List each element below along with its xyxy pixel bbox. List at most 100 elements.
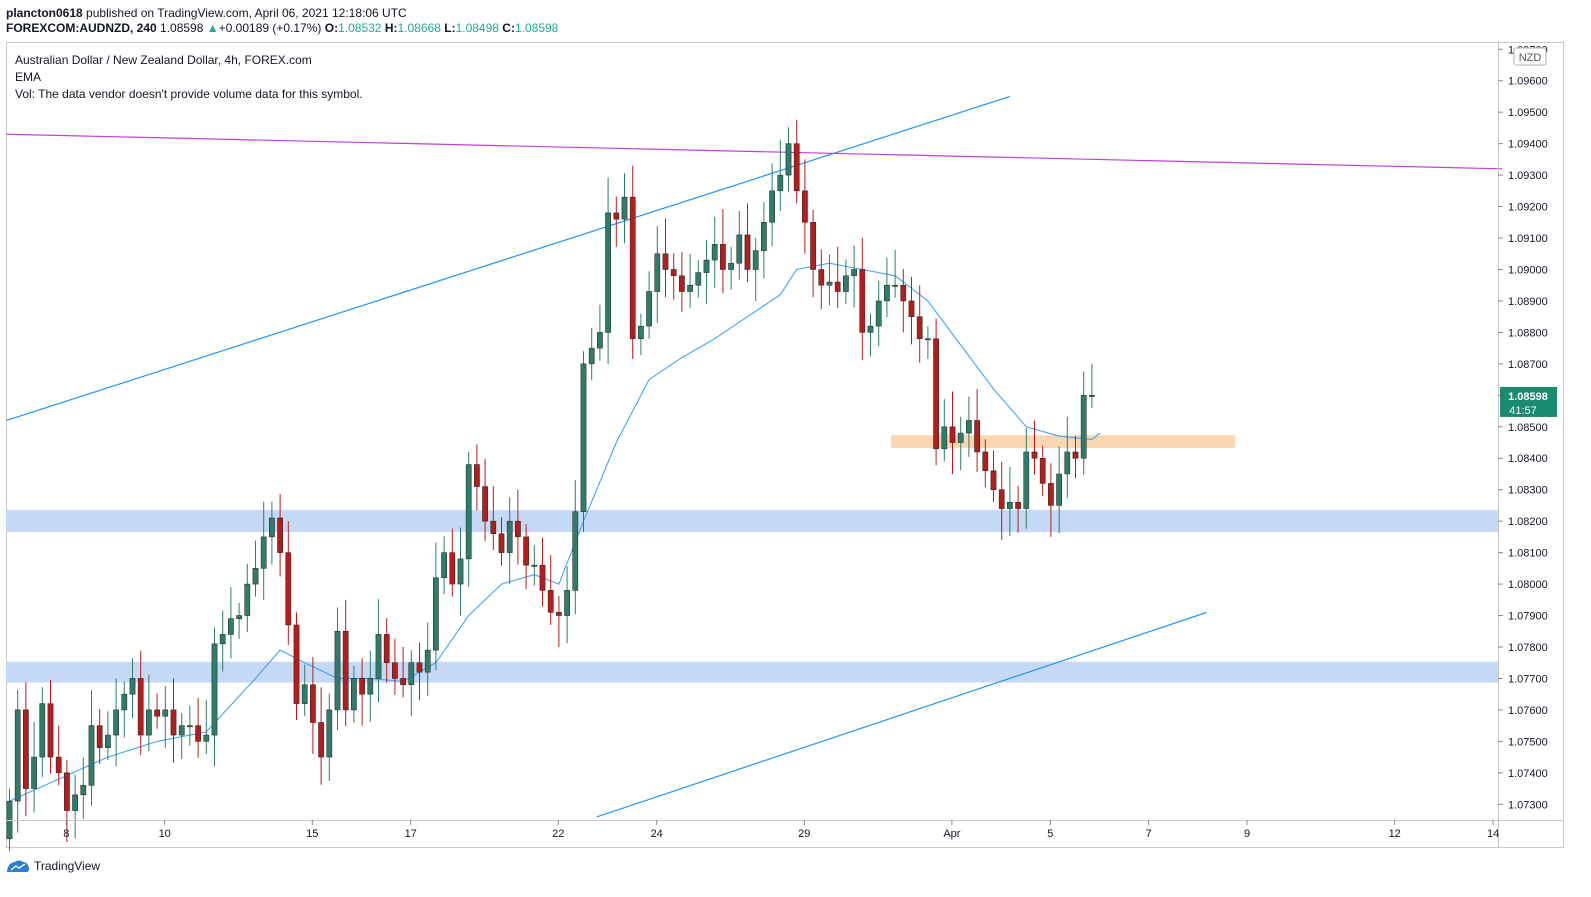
- zones-layer: [6, 435, 1498, 683]
- candle-body: [342, 631, 349, 711]
- resistance-line: [6, 133, 1502, 170]
- candle-body: [679, 275, 685, 292]
- candle-body: [761, 222, 767, 251]
- time-tick-label: 8: [63, 828, 69, 840]
- candle-body: [769, 190, 775, 223]
- candle-body: [351, 678, 357, 711]
- candle-body: [113, 709, 119, 736]
- candle-body: [236, 615, 242, 619]
- candle-body: [96, 725, 103, 748]
- time-tick-label: 5: [1047, 828, 1053, 840]
- candle-body: [818, 269, 825, 286]
- price-tick-label: 1.07600: [1508, 705, 1548, 717]
- brand-name: TradingView: [34, 859, 101, 873]
- price-tick-label: 1.08800: [1508, 327, 1548, 339]
- candle-body: [720, 244, 726, 270]
- candle-body: [613, 212, 620, 220]
- low-value: 1.08498: [455, 21, 499, 35]
- price-tick-label: 1.08400: [1508, 453, 1548, 465]
- candle-body: [490, 520, 497, 534]
- candle-body: [966, 420, 972, 434]
- candle-body: [843, 275, 849, 292]
- candle-body: [433, 577, 439, 651]
- candle-body: [1015, 502, 1021, 509]
- chart-legend: Australian Dollar / New Zealand Dollar, …: [15, 52, 363, 103]
- candle-body: [88, 725, 95, 786]
- candle-body: [1072, 451, 1079, 459]
- candle-body: [998, 489, 1005, 509]
- legend-ema[interactable]: EMA: [15, 70, 42, 84]
- time-tick-label: 22: [552, 828, 564, 840]
- candlestick-chart[interactable]: 1.07300 1.07400 1.07500 1.07600 1.07700 1.078…: [0, 0, 1591, 860]
- candle-body: [1080, 395, 1087, 459]
- open-label: O:: [324, 21, 339, 35]
- candle-body: [1023, 451, 1030, 509]
- candle-body: [178, 725, 185, 736]
- candle-body: [31, 756, 37, 789]
- candle-body: [793, 143, 800, 192]
- price-tick-label: 1.08900: [1508, 296, 1548, 308]
- candle-body: [260, 536, 267, 569]
- candle-body: [826, 281, 833, 286]
- candle-body: [711, 244, 718, 261]
- time-tick-label: 17: [405, 828, 417, 840]
- candle-body: [597, 332, 603, 349]
- time-tick-label: 7: [1146, 828, 1152, 840]
- time-tick-label: 29: [798, 828, 810, 840]
- price-tick-label: 1.09600: [1508, 76, 1548, 88]
- candle-body: [736, 234, 743, 264]
- candle-body: [1064, 451, 1071, 475]
- currency-badge: [1513, 47, 1547, 66]
- candle-body: [564, 590, 570, 616]
- candle-body: [383, 634, 390, 663]
- candle-body: [867, 325, 874, 333]
- candle-body: [531, 564, 538, 567]
- footer-brand[interactable]: TradingView: [6, 856, 100, 876]
- time-tick-label: 10: [159, 828, 171, 840]
- candle-body: [703, 259, 710, 273]
- price-tick-label: 1.09100: [1508, 233, 1548, 245]
- candle-body: [941, 426, 948, 450]
- candle-body: [1031, 451, 1038, 459]
- candle-body: [744, 234, 751, 270]
- candle-body: [539, 564, 546, 591]
- candle-body: [588, 347, 595, 365]
- candle-body: [482, 486, 488, 522]
- price-tick-label: 1.08200: [1508, 516, 1548, 528]
- candle-body: [810, 222, 816, 270]
- candle-body: [424, 649, 431, 673]
- candle-body: [851, 269, 857, 277]
- candle-body: [515, 520, 521, 538]
- candle-body: [802, 190, 808, 223]
- legend-title[interactable]: Australian Dollar / New Zealand Dollar, …: [15, 53, 312, 67]
- candle-body: [506, 520, 513, 553]
- candle-body: [654, 253, 661, 292]
- candle-body: [285, 552, 292, 626]
- bar-countdown-label: 41:57: [1509, 405, 1537, 417]
- candle-body: [408, 662, 415, 685]
- candle-body: [39, 703, 46, 758]
- tradingview-logo-icon: [7, 860, 29, 872]
- support-zone-upper: [6, 510, 1498, 533]
- candle-body: [1089, 395, 1095, 397]
- candle-body: [785, 143, 792, 176]
- candle-body: [137, 678, 144, 736]
- ohlc-line: FOREXCOM:AUDNZD, 240 1.08598 ▲+0.00189 (…: [6, 21, 558, 36]
- time-tick-label: 12: [1389, 828, 1401, 840]
- candle-body: [662, 253, 669, 270]
- legend-volume-note[interactable]: Vol: The data vendor doesn't provide vol…: [15, 87, 363, 101]
- candle-body: [982, 451, 989, 472]
- candle-body: [47, 703, 54, 758]
- candle-body: [228, 618, 234, 635]
- candle-body: [884, 284, 890, 302]
- price-tick-label: 1.09500: [1508, 107, 1548, 119]
- open-value: 1.08532: [338, 21, 382, 35]
- publisher-name[interactable]: plancton0618: [6, 6, 83, 20]
- price-axis: 1.07300 1.07400 1.07500 1.07600 1.07700 1.078…: [1498, 43, 1548, 847]
- candle-body: [547, 590, 554, 613]
- candle-body: [457, 558, 464, 585]
- candle-body: [949, 426, 956, 443]
- price-tick-label: 1.07300: [1508, 799, 1548, 811]
- candle-body: [219, 634, 226, 645]
- candle-body: [318, 722, 324, 758]
